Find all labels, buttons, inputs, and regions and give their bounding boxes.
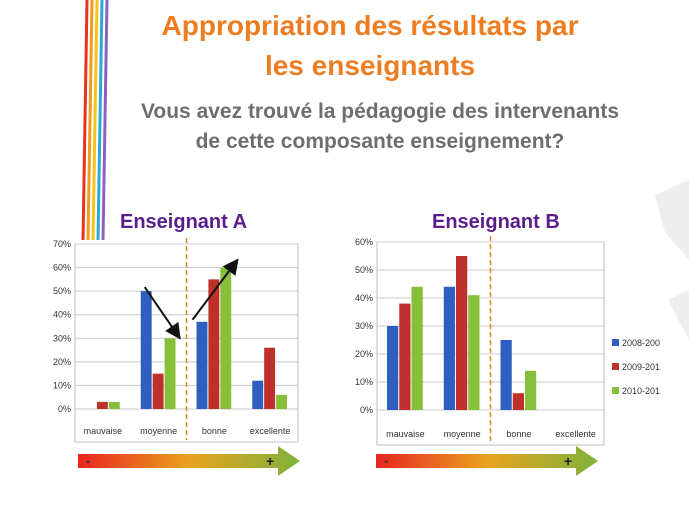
bar [96, 401, 108, 409]
bar [152, 373, 164, 409]
y-tick-label: 60% [355, 237, 373, 247]
y-tick-label: 70% [53, 239, 71, 249]
scale-minus-label: - [86, 453, 90, 468]
y-tick-label: 10% [53, 380, 71, 390]
bar [276, 394, 287, 409]
x-tick-label: bonne [506, 429, 531, 439]
x-tick-label: moyenne [140, 426, 177, 436]
decorative-stripe [96, 0, 104, 241]
bar [456, 256, 468, 410]
trend-arrow-down [143, 286, 181, 340]
bar [108, 401, 120, 409]
y-tick-label: 50% [355, 265, 373, 275]
y-tick-label: 0% [360, 405, 373, 415]
y-tick-label: 60% [53, 263, 71, 273]
bar [525, 370, 537, 410]
y-tick-label: 20% [53, 357, 71, 367]
decorative-stripe [101, 0, 109, 241]
scale-arrow-a: - + [78, 446, 300, 476]
y-tick-label: 0% [58, 404, 71, 414]
y-tick-label: 30% [355, 321, 373, 331]
question-line2: de cette composante enseignement? [195, 130, 565, 153]
y-tick-label: 50% [53, 286, 71, 296]
bar [164, 338, 176, 409]
bar [220, 267, 232, 409]
background-chevron [655, 180, 689, 260]
scale-minus-label: - [384, 453, 388, 468]
scale-plus-label: + [564, 453, 572, 469]
x-tick-label: mauvaise [386, 429, 425, 439]
legend-label: 2009-2010 [622, 362, 660, 372]
bar [468, 295, 480, 410]
bar [411, 286, 423, 410]
bar [512, 393, 524, 410]
legend-swatch [612, 339, 619, 346]
bar [208, 279, 220, 409]
question-line1: Vous avez trouvé la pédagogie des interv… [140, 100, 620, 123]
bar [264, 347, 276, 409]
scale-arrow-shape [376, 446, 598, 476]
bar [399, 303, 411, 410]
scale-arrow-shape [78, 446, 300, 476]
chart-enseignant-b: 0% 10% 20% 30% 40% 50% 60% mauvaise moyenne bonne… [355, 236, 660, 446]
x-tick-label: excellente [250, 426, 291, 436]
background-chevron [668, 290, 689, 340]
decorative-stripe [81, 0, 89, 241]
bar [252, 380, 264, 409]
bar [500, 340, 512, 410]
scale-plus-label: + [266, 453, 274, 469]
x-tick-label: mauvaise [84, 426, 123, 436]
legend-label: 2010-2011 [622, 386, 660, 396]
y-tick-label: 40% [355, 293, 373, 303]
bar [196, 321, 208, 409]
legend-label: 2008-2009 [622, 338, 660, 348]
bar [140, 291, 152, 409]
slide-title-line2: les enseignants [264, 50, 476, 81]
bar [443, 286, 455, 410]
legend-swatch [612, 387, 619, 394]
y-tick-label: 40% [53, 310, 71, 320]
chart-a-title: Enseignant A [120, 211, 248, 233]
bar [387, 326, 399, 410]
decorative-stripe [91, 0, 99, 241]
y-tick-label: 10% [355, 377, 373, 387]
y-tick-label: 30% [53, 333, 71, 343]
chart-b-title: Enseignant B [432, 211, 560, 233]
x-tick-label: excellente [555, 429, 596, 439]
legend-swatch [612, 363, 619, 370]
x-tick-label: bonne [202, 426, 227, 436]
chart-enseignant-a: 0% 10% 20% 30% 40% 50% 60% 70% mauvaise moyenne bo… [53, 238, 299, 443]
x-tick-label: moyenne [444, 429, 481, 439]
decorative-stripe [86, 0, 94, 241]
slide-title-line1: Appropriation des résultats par [161, 10, 579, 41]
trend-arrow-up [191, 258, 239, 321]
scale-arrow-b: - + [376, 446, 598, 476]
y-tick-label: 20% [355, 349, 373, 359]
